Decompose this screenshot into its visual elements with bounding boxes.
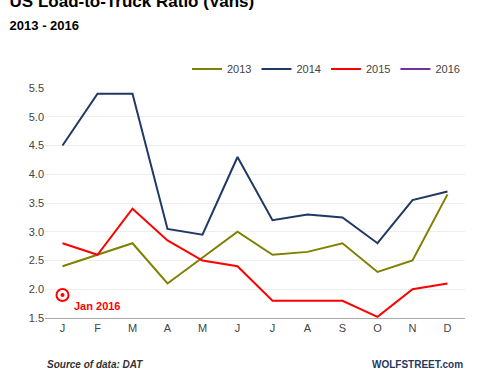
svg-text:1.5: 1.5 (29, 312, 44, 324)
svg-text:5.0: 5.0 (29, 111, 44, 123)
svg-text:4.0: 4.0 (29, 168, 44, 180)
svg-text:5.5: 5.5 (29, 82, 44, 94)
svg-text:2016: 2016 (435, 63, 459, 75)
svg-text:M: M (128, 322, 137, 334)
svg-text:J: J (235, 322, 241, 334)
svg-text:2013: 2013 (227, 63, 251, 75)
svg-text:F: F (94, 322, 101, 334)
svg-text:US Load-to-Truck Ratio (Vans)2: US Load-to-Truck Ratio (Vans)2013 - 2016 (10, 0, 255, 33)
svg-text:N: N (409, 322, 417, 334)
svg-text:J: J (60, 322, 66, 334)
svg-text:2.5: 2.5 (29, 254, 44, 266)
svg-text:M: M (198, 322, 207, 334)
svg-text:3.5: 3.5 (29, 197, 44, 209)
svg-text:O: O (373, 322, 382, 334)
svg-text:A: A (164, 322, 172, 334)
svg-text:2014: 2014 (296, 63, 320, 75)
svg-text:4.5: 4.5 (29, 139, 44, 151)
svg-text:Source of data: DAT: Source of data: DAT (47, 359, 143, 370)
svg-text:WOLFSTREET.com: WOLFSTREET.com (372, 359, 463, 370)
svg-text:A: A (304, 322, 312, 334)
svg-text:Jan 2016: Jan 2016 (74, 300, 120, 312)
svg-text:J: J (270, 322, 276, 334)
svg-text:S: S (339, 322, 346, 334)
svg-text:2015: 2015 (366, 63, 390, 75)
svg-text:2.0: 2.0 (29, 283, 44, 295)
svg-text:D: D (444, 322, 452, 334)
svg-text:3.0: 3.0 (29, 226, 44, 238)
